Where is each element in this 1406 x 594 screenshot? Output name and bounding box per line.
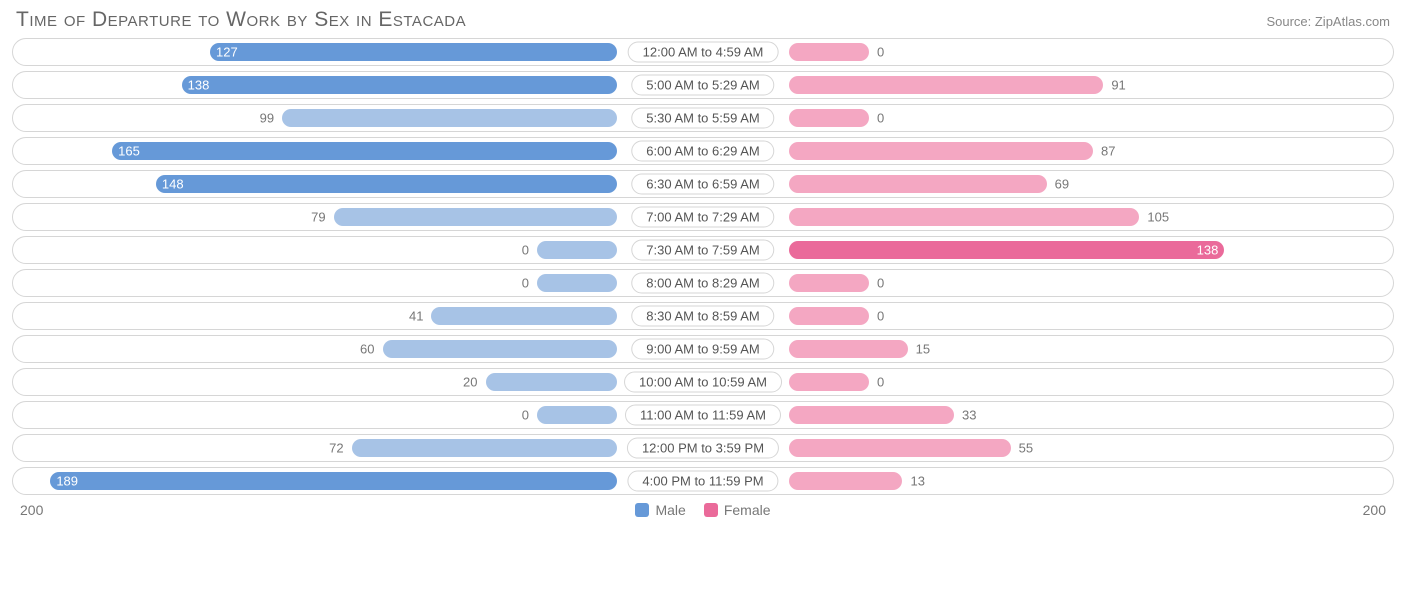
legend-swatch-female bbox=[704, 503, 718, 517]
row-category-label: 4:00 PM to 11:59 PM bbox=[627, 471, 778, 492]
row-category-label: 11:00 AM to 11:59 AM bbox=[625, 405, 781, 426]
female-value: 55 bbox=[1019, 441, 1033, 456]
chart-row: 165 87 6:00 AM to 6:29 AM bbox=[12, 137, 1394, 165]
male-bar bbox=[486, 373, 618, 391]
female-bar bbox=[789, 274, 869, 292]
male-value: 0 bbox=[522, 243, 529, 258]
legend-label-female: Female bbox=[724, 502, 771, 518]
male-value: 148 bbox=[162, 177, 184, 192]
row-category-label: 7:30 AM to 7:59 AM bbox=[631, 240, 774, 261]
female-value: 105 bbox=[1147, 210, 1169, 225]
axis-max-left: 200 bbox=[20, 502, 43, 518]
legend-swatch-male bbox=[635, 503, 649, 517]
chart-title: Time of Departure to Work by Sex in Esta… bbox=[16, 8, 466, 32]
female-value: 15 bbox=[916, 342, 930, 357]
male-bar: 165 bbox=[112, 142, 617, 160]
female-value: 0 bbox=[877, 375, 884, 390]
female-bar bbox=[789, 208, 1139, 226]
male-bar bbox=[383, 340, 618, 358]
female-bar bbox=[789, 43, 869, 61]
row-category-label: 9:00 AM to 9:59 AM bbox=[631, 339, 774, 360]
male-value: 41 bbox=[409, 309, 423, 324]
female-value: 0 bbox=[877, 309, 884, 324]
male-value: 165 bbox=[118, 144, 140, 159]
chart-row: 0 0 8:00 AM to 8:29 AM bbox=[12, 269, 1394, 297]
female-value: 0 bbox=[877, 45, 884, 60]
male-bar: 127 bbox=[210, 43, 617, 61]
male-value: 99 bbox=[260, 111, 274, 126]
female-bar bbox=[789, 373, 869, 391]
row-category-label: 12:00 PM to 3:59 PM bbox=[627, 438, 779, 459]
diverging-bar-chart: 127 0 12:00 AM to 4:59 AM 138 91 5:00 AM to 5… bbox=[12, 38, 1394, 495]
chart-row: 148 69 6:30 AM to 6:59 AM bbox=[12, 170, 1394, 198]
male-bar: 148 bbox=[156, 175, 617, 193]
male-bar bbox=[352, 439, 617, 457]
male-value: 0 bbox=[522, 408, 529, 423]
female-bar bbox=[789, 406, 954, 424]
chart-row: 0 33 11:00 AM to 11:59 AM bbox=[12, 401, 1394, 429]
chart-row: 99 0 5:30 AM to 5:59 AM bbox=[12, 104, 1394, 132]
male-bar bbox=[537, 274, 617, 292]
male-value: 72 bbox=[329, 441, 343, 456]
female-bar bbox=[789, 175, 1047, 193]
male-bar bbox=[537, 241, 617, 259]
chart-row: 72 55 12:00 PM to 3:59 PM bbox=[12, 434, 1394, 462]
legend-item-female: Female bbox=[704, 502, 771, 518]
female-value: 69 bbox=[1055, 177, 1069, 192]
row-category-label: 5:00 AM to 5:29 AM bbox=[631, 75, 774, 96]
male-value: 127 bbox=[216, 45, 238, 60]
male-value: 0 bbox=[522, 276, 529, 291]
female-bar bbox=[789, 340, 908, 358]
legend-label-male: Male bbox=[655, 502, 685, 518]
male-bar bbox=[334, 208, 617, 226]
female-bar: 138 bbox=[789, 241, 1224, 259]
row-category-label: 10:00 AM to 10:59 AM bbox=[624, 372, 782, 393]
female-value: 13 bbox=[910, 474, 924, 489]
chart-row: 189 13 4:00 PM to 11:59 PM bbox=[12, 467, 1394, 495]
male-value: 189 bbox=[56, 474, 78, 489]
male-bar: 189 bbox=[50, 472, 617, 490]
female-value: 0 bbox=[877, 111, 884, 126]
row-category-label: 6:30 AM to 6:59 AM bbox=[631, 174, 774, 195]
legend: Male Female bbox=[635, 502, 770, 518]
male-value: 20 bbox=[463, 375, 477, 390]
row-category-label: 5:30 AM to 5:59 AM bbox=[631, 108, 774, 129]
female-bar bbox=[789, 307, 869, 325]
female-value: 138 bbox=[1197, 243, 1219, 258]
row-category-label: 6:00 AM to 6:29 AM bbox=[631, 141, 774, 162]
female-bar bbox=[789, 76, 1103, 94]
female-value: 87 bbox=[1101, 144, 1115, 159]
female-bar bbox=[789, 109, 869, 127]
male-bar bbox=[282, 109, 617, 127]
axis-max-right: 200 bbox=[1363, 502, 1386, 518]
female-bar bbox=[789, 439, 1011, 457]
row-category-label: 7:00 AM to 7:29 AM bbox=[631, 207, 774, 228]
female-bar bbox=[789, 472, 902, 490]
row-category-label: 8:00 AM to 8:29 AM bbox=[631, 273, 774, 294]
chart-row: 79 105 7:00 AM to 7:29 AM bbox=[12, 203, 1394, 231]
female-bar bbox=[789, 142, 1093, 160]
male-value: 60 bbox=[360, 342, 374, 357]
row-category-label: 8:30 AM to 8:59 AM bbox=[631, 306, 774, 327]
chart-header: Time of Departure to Work by Sex in Esta… bbox=[12, 8, 1394, 38]
row-category-label: 12:00 AM to 4:59 AM bbox=[628, 42, 779, 63]
chart-row: 20 0 10:00 AM to 10:59 AM bbox=[12, 368, 1394, 396]
chart-row: 60 15 9:00 AM to 9:59 AM bbox=[12, 335, 1394, 363]
chart-row: 0 138 7:30 AM to 7:59 AM bbox=[12, 236, 1394, 264]
female-value: 33 bbox=[962, 408, 976, 423]
chart-footer: 200 Male Female 200 bbox=[12, 500, 1394, 518]
chart-row: 41 0 8:30 AM to 8:59 AM bbox=[12, 302, 1394, 330]
chart-row: 127 0 12:00 AM to 4:59 AM bbox=[12, 38, 1394, 66]
male-bar bbox=[537, 406, 617, 424]
female-value: 0 bbox=[877, 276, 884, 291]
chart-source: Source: ZipAtlas.com bbox=[1266, 14, 1390, 29]
legend-item-male: Male bbox=[635, 502, 685, 518]
female-value: 91 bbox=[1111, 78, 1125, 93]
male-value: 79 bbox=[311, 210, 325, 225]
male-value: 138 bbox=[188, 78, 210, 93]
chart-row: 138 91 5:00 AM to 5:29 AM bbox=[12, 71, 1394, 99]
male-bar bbox=[431, 307, 617, 325]
male-bar: 138 bbox=[182, 76, 617, 94]
